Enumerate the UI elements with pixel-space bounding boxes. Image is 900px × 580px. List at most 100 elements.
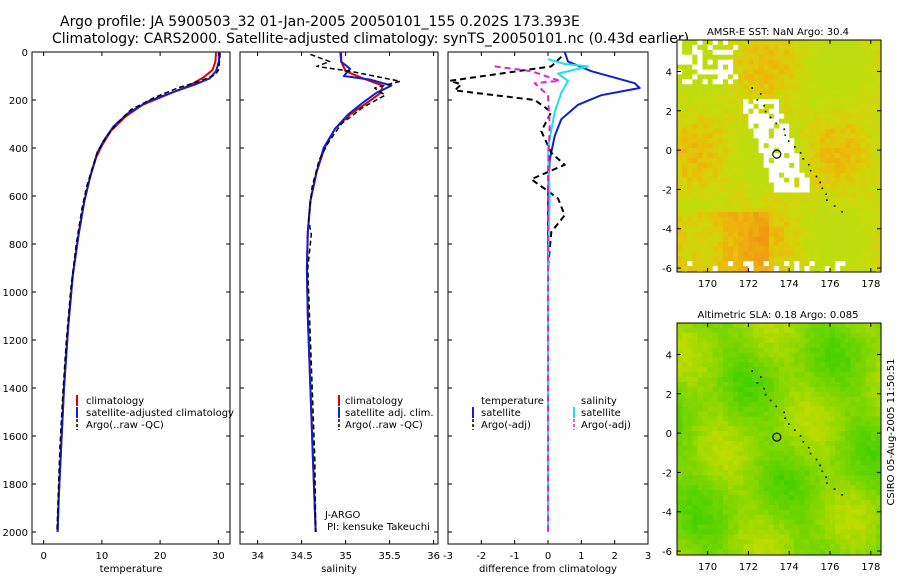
map-cell — [779, 396, 785, 403]
map-cell — [687, 266, 693, 272]
map-cell — [804, 416, 811, 422]
map-cell — [804, 113, 811, 120]
map-cell — [865, 59, 872, 66]
map-cell — [707, 436, 714, 442]
map-cell — [692, 534, 698, 540]
map-cell — [875, 167, 881, 174]
map-cell — [784, 436, 790, 442]
map-cell — [733, 162, 739, 169]
map-cell — [784, 382, 790, 388]
map-cell — [875, 226, 881, 233]
map-cell — [789, 352, 795, 358]
map-cell — [773, 44, 780, 51]
map-cell — [789, 401, 795, 408]
map-cell — [753, 367, 760, 373]
map-cell — [835, 495, 841, 501]
map-cell — [748, 362, 755, 368]
map-cell — [779, 485, 785, 491]
map-cell — [722, 411, 729, 417]
map-cell — [840, 391, 846, 398]
map-cell — [753, 182, 760, 188]
map-cell — [733, 216, 739, 223]
map-cell — [728, 441, 734, 447]
map-cell — [789, 490, 795, 496]
map-cell — [702, 396, 709, 403]
map-cell — [677, 256, 683, 262]
map-cell — [789, 347, 795, 354]
map-cell — [784, 103, 790, 110]
map-cell — [743, 202, 749, 208]
map-cell — [779, 143, 785, 149]
map-cell — [722, 475, 729, 481]
map-cell — [682, 69, 688, 75]
map-cell — [758, 187, 765, 193]
map-cell — [824, 509, 831, 516]
map-cell — [870, 231, 877, 238]
map-cell — [707, 480, 714, 486]
map-cell — [870, 470, 877, 476]
map-cell — [687, 256, 693, 262]
map-cell — [768, 138, 775, 144]
map-cell — [748, 212, 755, 218]
map-cell — [712, 519, 719, 526]
map-cell — [677, 514, 683, 521]
map-cell — [748, 128, 755, 134]
map-cell — [835, 118, 841, 125]
map-cell — [738, 411, 744, 417]
map-cell — [860, 391, 867, 398]
map-cell — [748, 436, 755, 442]
map-cell — [814, 504, 821, 511]
map-cell — [697, 172, 704, 179]
map-cell — [835, 143, 841, 149]
map-cell — [799, 372, 806, 378]
map-cell — [830, 207, 836, 213]
map-cell — [702, 327, 709, 334]
map-cell — [733, 411, 739, 417]
map-cell — [677, 465, 683, 471]
map-cell — [722, 162, 729, 169]
map-cell — [830, 441, 836, 447]
map-cell — [743, 261, 749, 267]
map-cell — [794, 256, 800, 262]
map-cell — [870, 391, 877, 398]
map-cell — [692, 495, 698, 501]
map-cell — [824, 84, 831, 90]
map-cell — [753, 59, 760, 66]
map-cell — [738, 352, 744, 358]
map-cell — [692, 406, 698, 413]
map-cell — [707, 226, 714, 233]
map-cell — [712, 246, 719, 252]
map-cell — [682, 241, 688, 247]
map-cell — [870, 332, 877, 339]
map-cell — [738, 327, 744, 334]
map-cell — [712, 113, 719, 120]
map-cell — [835, 357, 841, 363]
map-cell — [768, 182, 775, 188]
map-cell — [687, 79, 693, 85]
map-cell — [733, 177, 739, 184]
map-cell — [753, 357, 760, 363]
map-cell — [840, 123, 846, 130]
map-cell — [722, 177, 729, 184]
map-cell — [819, 246, 826, 252]
map-cell — [712, 426, 719, 432]
map-cell — [814, 118, 821, 125]
map-cell — [845, 386, 851, 393]
map-cell — [707, 64, 714, 71]
map-cell — [824, 167, 831, 174]
map-cell — [779, 362, 785, 368]
map-cell — [830, 352, 836, 358]
map-cell — [758, 221, 765, 228]
map-cell — [707, 342, 714, 349]
map-cell — [758, 544, 765, 550]
map-cell — [773, 128, 780, 134]
map-cell — [682, 416, 688, 422]
map-cell — [804, 450, 811, 457]
map-cell — [722, 133, 729, 139]
map-cell — [830, 445, 836, 452]
map-cell — [804, 421, 811, 427]
map-cell — [763, 231, 770, 238]
map-cell — [687, 143, 693, 149]
map-cell — [682, 148, 688, 154]
map-cell — [799, 347, 806, 354]
